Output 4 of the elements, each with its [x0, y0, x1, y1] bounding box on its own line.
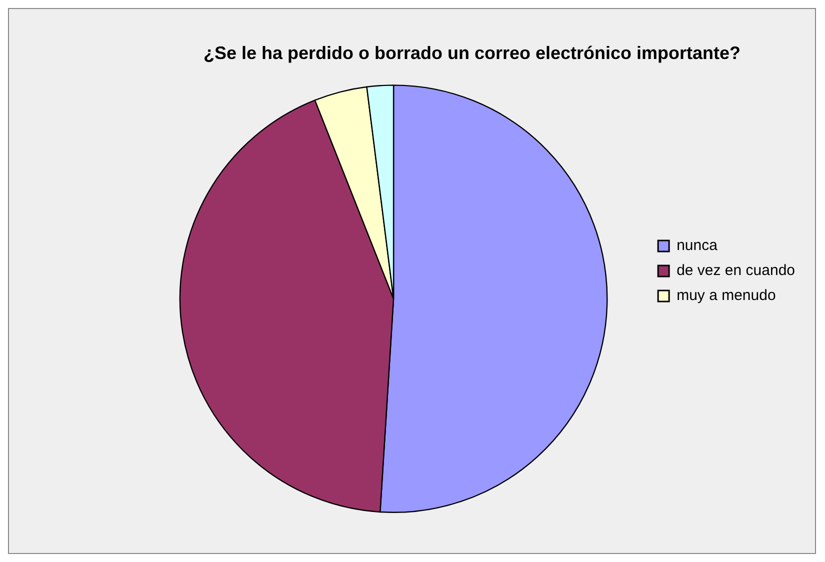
legend-label: de vez en cuando: [676, 262, 796, 280]
legend-label: nunca: [676, 237, 718, 254]
chart-title: ¿Se le ha perdido o borrado un correo electrónico importante?: [203, 42, 741, 63]
legend-label: muy a menudo: [676, 287, 776, 304]
